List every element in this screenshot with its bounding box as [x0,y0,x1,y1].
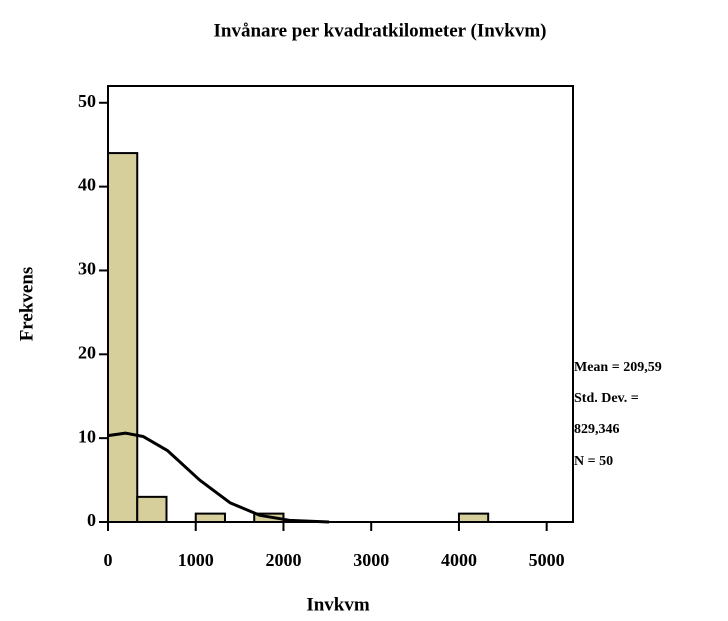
bar [107,152,139,523]
stats-text: N = 50 [574,454,613,469]
y-tick-label: 40 [78,175,96,195]
y-axis-label: Frekvens [16,267,37,342]
x-tick-label: 4000 [441,550,477,570]
y-tick-label: 50 [78,91,96,111]
normal-curve [107,431,330,524]
bar [136,495,168,524]
x-tick-label: 3000 [353,550,389,570]
bar [457,512,490,523]
stats-text: Mean = 209,59 [574,360,662,375]
y-tick-label: 0 [87,510,96,530]
plot-frame [107,85,574,523]
x-axis-label: Invkvm [306,594,370,615]
x-tick-label: 1000 [178,550,214,570]
x-tick-label: 2000 [265,550,301,570]
stats-text: 829,346 [574,422,620,437]
stats-text: Std. Dev. = [574,391,639,406]
x-tick-label: 0 [104,550,113,570]
chart-title: Invånare per kvadratkilometer (Invkvm) [213,20,546,41]
y-tick-label: 30 [78,259,96,279]
bar [194,512,226,523]
y-tick-label: 20 [78,342,96,362]
y-tick-label: 10 [78,426,96,446]
x-tick-label: 5000 [529,550,565,570]
